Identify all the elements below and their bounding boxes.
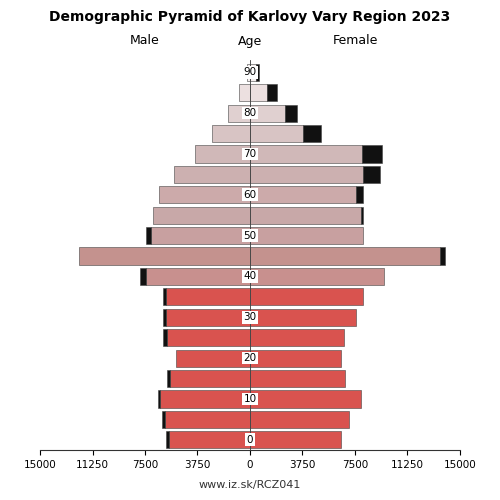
Text: Age: Age: [238, 34, 262, 48]
Bar: [303, 125, 322, 142]
Bar: [160, 390, 250, 407]
Bar: [170, 370, 250, 387]
Text: 40: 40: [244, 272, 256, 281]
Bar: [250, 227, 364, 244]
Bar: [247, 64, 250, 81]
Bar: [250, 390, 360, 407]
Text: 60: 60: [244, 190, 256, 200]
Text: 30: 30: [244, 312, 256, 322]
Bar: [174, 166, 250, 183]
Text: Male: Male: [130, 34, 160, 48]
Bar: [250, 329, 344, 346]
Bar: [267, 84, 278, 101]
Text: www.iz.sk/RCZ041: www.iz.sk/RCZ041: [199, 480, 301, 490]
Bar: [250, 206, 360, 224]
Title: Demographic Pyramid of Karlovy Vary Region 2023: Demographic Pyramid of Karlovy Vary Regi…: [50, 10, 450, 24]
Bar: [256, 64, 258, 81]
Bar: [146, 268, 250, 285]
Text: 10: 10: [244, 394, 256, 404]
Bar: [163, 329, 168, 346]
Bar: [150, 227, 250, 244]
Bar: [250, 370, 345, 387]
Bar: [360, 206, 364, 224]
Bar: [166, 308, 250, 326]
Bar: [159, 186, 250, 204]
Bar: [176, 350, 250, 366]
Bar: [164, 411, 250, 428]
Bar: [154, 206, 250, 224]
Bar: [140, 268, 146, 285]
Bar: [166, 288, 250, 306]
Text: 80: 80: [244, 108, 256, 118]
Text: 20: 20: [244, 353, 256, 363]
Bar: [250, 125, 303, 142]
Bar: [285, 104, 297, 122]
Bar: [166, 431, 169, 448]
Bar: [356, 186, 364, 204]
Bar: [250, 146, 362, 162]
Bar: [163, 308, 166, 326]
Bar: [196, 146, 250, 162]
Bar: [364, 166, 380, 183]
Text: 0: 0: [246, 435, 253, 445]
Bar: [250, 64, 256, 81]
Bar: [163, 288, 166, 306]
Bar: [250, 248, 440, 264]
Bar: [440, 248, 444, 264]
Bar: [228, 104, 250, 122]
Text: 70: 70: [244, 149, 256, 159]
Text: 90: 90: [244, 68, 256, 78]
Bar: [168, 329, 250, 346]
Bar: [239, 84, 250, 101]
Bar: [250, 104, 285, 122]
Bar: [250, 350, 341, 366]
Bar: [250, 411, 350, 428]
Bar: [79, 248, 250, 264]
Bar: [362, 146, 382, 162]
Bar: [168, 370, 170, 387]
Bar: [162, 411, 164, 428]
Bar: [212, 125, 250, 142]
Bar: [158, 390, 160, 407]
Text: Female: Female: [332, 34, 378, 48]
Bar: [250, 268, 384, 285]
Text: 50: 50: [244, 230, 256, 240]
Bar: [169, 431, 250, 448]
Bar: [250, 166, 364, 183]
Bar: [250, 84, 267, 101]
Bar: [250, 288, 364, 306]
Bar: [250, 308, 356, 326]
Bar: [250, 186, 356, 204]
Bar: [250, 431, 341, 448]
Bar: [146, 227, 150, 244]
